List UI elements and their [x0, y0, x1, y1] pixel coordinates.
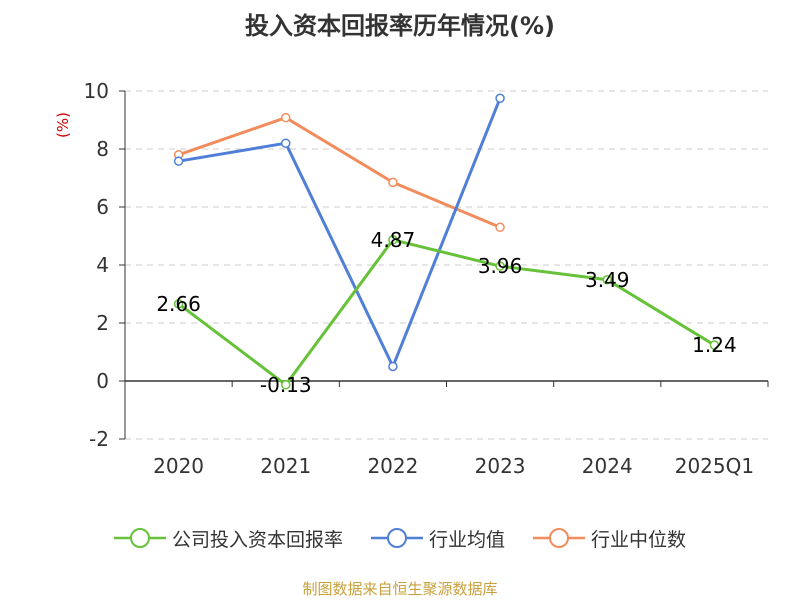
- data-label: 3.49: [585, 268, 630, 292]
- data-point: [388, 235, 398, 245]
- data-label: 1.24: [692, 333, 737, 357]
- legend-item[interactable]: 公司投入资本回报率: [113, 525, 343, 552]
- source-note: 制图数据来自恒生聚源数据库: [302, 580, 498, 598]
- x-tick-label: 2024: [582, 454, 633, 478]
- legend: 公司投入资本回报率 行业均值 行业中位数: [0, 518, 800, 558]
- data-point: [495, 93, 505, 103]
- y-tick-label: 8: [96, 137, 109, 161]
- data-point: [281, 138, 291, 148]
- x-tick-label: 2022: [367, 454, 418, 478]
- y-tick-label: 4: [96, 253, 109, 277]
- data-point: [602, 275, 612, 285]
- legend-item[interactable]: 行业中位数: [533, 525, 686, 552]
- y-tick-label: 2: [96, 311, 109, 335]
- data-label: -0.13: [260, 373, 312, 397]
- series-line: [178, 97, 502, 368]
- y-tick-label: 10: [84, 79, 109, 103]
- legend-swatch-icon: [533, 528, 585, 548]
- legend-label: 行业均值: [428, 528, 505, 551]
- chart-title: 投入资本回报率历年情况(%): [245, 12, 555, 40]
- data-point: [281, 112, 291, 123]
- x-tick-label: 2023: [475, 454, 526, 478]
- legend-label: 行业中位数: [591, 528, 687, 551]
- data-point: [495, 261, 505, 271]
- x-tick-label: 2021: [260, 454, 311, 478]
- data-point: [495, 222, 505, 233]
- legend-label: 公司投入资本回报率: [171, 528, 343, 551]
- series-line: [178, 116, 501, 229]
- data-point: [173, 156, 184, 166]
- data-point: [709, 340, 720, 350]
- legend-swatch-icon: [113, 528, 166, 548]
- data-point: [281, 380, 291, 390]
- data-point: [388, 177, 398, 188]
- data-point: [173, 299, 184, 309]
- y-tick-label: 0: [96, 369, 109, 393]
- data-point: [388, 361, 398, 372]
- series-line: [177, 238, 716, 387]
- y-axis-label: (%): [54, 112, 72, 138]
- x-tick-label: 2025Q1: [675, 454, 754, 478]
- y-tick-label: 6: [96, 195, 109, 219]
- data-label: 4.87: [371, 228, 416, 252]
- data-label: 3.96: [478, 254, 523, 278]
- y-tick-label: -2: [89, 427, 109, 451]
- legend-item[interactable]: 行业均值: [370, 525, 505, 552]
- legend-swatch-icon: [370, 528, 423, 548]
- x-tick-label: 2020: [153, 454, 204, 478]
- data-label: 2.66: [156, 292, 201, 316]
